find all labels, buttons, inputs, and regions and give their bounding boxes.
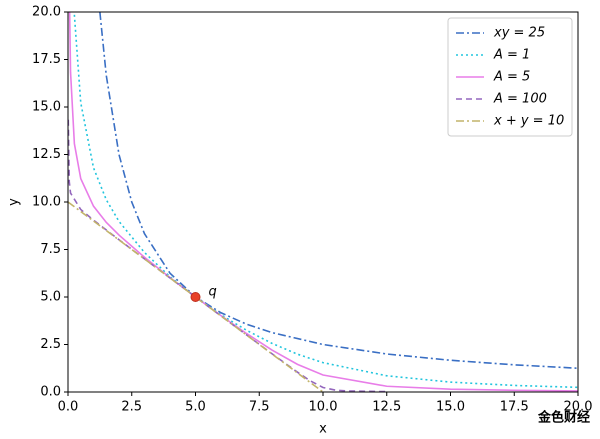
legend-box — [447, 17, 573, 137]
x-tick-label: 2.5 — [121, 400, 142, 415]
series-line — [68, 201, 324, 392]
x-tick-label: 20.0 — [564, 400, 593, 415]
point — [190, 292, 201, 302]
point-label: q — [209, 285, 217, 300]
y-tick-label: 17.5 — [32, 52, 61, 67]
axes-frame — [67, 11, 579, 393]
legend-label: A = 100 — [493, 92, 547, 107]
series-line — [99, 12, 578, 370]
x-tick-label: 15.0 — [436, 400, 465, 415]
y-tick-label: 2.5 — [40, 337, 61, 352]
y-tick-label: 5.0 — [40, 290, 61, 305]
x-tick-label: 17.5 — [500, 400, 529, 415]
watermark: 金色财经 — [537, 410, 590, 426]
x-tick-label: 12.5 — [372, 400, 401, 415]
x-tick-label: 0.0 — [58, 400, 79, 415]
legend-label: A = 1 — [493, 48, 530, 63]
x-axis-label: x — [319, 422, 327, 437]
y-tick-label: 20.0 — [32, 5, 61, 20]
x-tick-label: 10.0 — [309, 400, 338, 415]
legend-label: xy = 25 — [493, 26, 545, 41]
series-line — [68, 119, 387, 392]
x-tick-label: 7.5 — [249, 400, 270, 415]
x-tick-label: 5.0 — [185, 400, 206, 415]
legend-label: x + y = 10 — [493, 114, 564, 129]
y-axis-label: y — [7, 198, 22, 206]
y-tick-label: 7.5 — [40, 242, 61, 257]
y-tick-label: 10.0 — [32, 195, 61, 210]
y-tick-label: 0.0 — [40, 385, 61, 400]
y-tick-label: 12.5 — [32, 147, 61, 162]
legend-label: A = 5 — [493, 70, 530, 85]
y-tick-label: 15.0 — [32, 100, 61, 115]
